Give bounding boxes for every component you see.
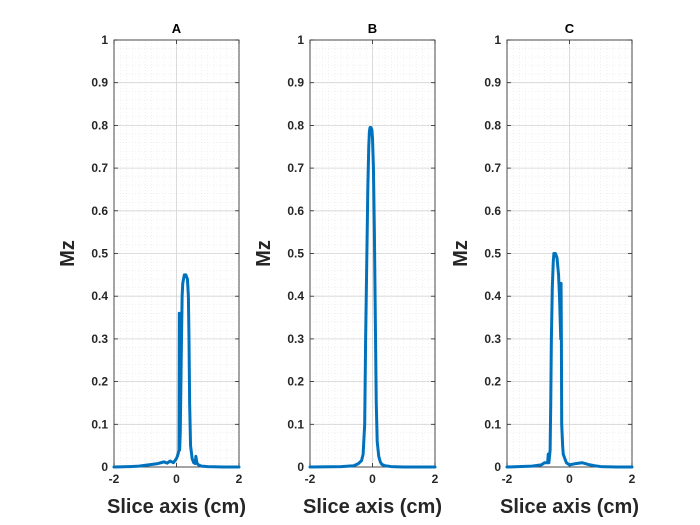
y-tick-label: 0.5 bbox=[484, 247, 501, 261]
y-tick-label: 0.4 bbox=[91, 289, 108, 303]
x-tick-label: 0 bbox=[369, 472, 376, 486]
y-tick-label: 0.1 bbox=[287, 417, 304, 431]
y-tick-label: 0.4 bbox=[287, 289, 304, 303]
chart-panel-a: -2 0 200.10.20.30.40.50.60.70.80.91ASlice … bbox=[57, 21, 246, 518]
x-tick-label: 0 bbox=[173, 472, 180, 486]
y-tick-label: 0.4 bbox=[484, 289, 501, 303]
chart-title: A bbox=[172, 21, 182, 36]
y-tick-label: 0.1 bbox=[484, 417, 501, 431]
y-tick-label: 0.2 bbox=[484, 375, 501, 389]
y-tick-label: 0 bbox=[494, 460, 501, 474]
x-tick-label: -2 bbox=[305, 472, 316, 486]
y-tick-label: 0.3 bbox=[287, 332, 304, 346]
y-tick-label: 0.6 bbox=[287, 204, 304, 218]
y-tick-label: 0.1 bbox=[91, 417, 108, 431]
y-axis-label: Mz bbox=[450, 240, 472, 267]
y-tick-label: 0.6 bbox=[91, 204, 108, 218]
y-tick-label: 0.9 bbox=[484, 76, 501, 90]
y-tick-label: 0.7 bbox=[287, 161, 304, 175]
y-tick-label: 0.3 bbox=[91, 332, 108, 346]
y-tick-label: 0 bbox=[297, 460, 304, 474]
series-line-mz bbox=[505, 252, 634, 469]
y-tick-label: 0.9 bbox=[287, 76, 304, 90]
x-tick-label: 2 bbox=[236, 472, 243, 486]
chart-panel-b: -2 0 200.10.20.30.40.50.60.70.80.91BSlice … bbox=[253, 21, 442, 518]
x-tick-label: 2 bbox=[432, 472, 439, 486]
x-tick-label: -2 bbox=[502, 472, 513, 486]
y-tick-label: 0.2 bbox=[91, 375, 108, 389]
y-tick-label: 0.8 bbox=[287, 118, 304, 132]
y-tick-label: 0.3 bbox=[484, 332, 501, 346]
y-tick-label: 1 bbox=[297, 33, 304, 47]
y-tick-label: 1 bbox=[101, 33, 108, 47]
chart-title: C bbox=[565, 21, 575, 36]
y-tick-label: 0.8 bbox=[91, 118, 108, 132]
chart-title: B bbox=[368, 21, 377, 36]
chart-panel-c: -2 0 200.10.20.30.40.50.60.70.80.91CSlice … bbox=[450, 21, 639, 518]
y-tick-label: 0.7 bbox=[91, 161, 108, 175]
series-line-mz bbox=[112, 273, 241, 469]
y-tick-label: 0.9 bbox=[91, 76, 108, 90]
y-tick-label: 0.7 bbox=[484, 161, 501, 175]
y-tick-label: 0 bbox=[101, 460, 108, 474]
y-axis-label: Mz bbox=[57, 240, 79, 267]
y-tick-label: 0.5 bbox=[91, 247, 108, 261]
y-tick-label: 0.5 bbox=[287, 247, 304, 261]
x-axis-label: Slice axis (cm) bbox=[107, 496, 246, 518]
x-axis-label: Slice axis (cm) bbox=[303, 496, 442, 518]
y-tick-label: 0.6 bbox=[484, 204, 501, 218]
x-axis-label: Slice axis (cm) bbox=[500, 496, 639, 518]
y-tick-label: 0.8 bbox=[484, 118, 501, 132]
x-tick-label: 2 bbox=[629, 472, 636, 486]
series-line-mz bbox=[308, 126, 437, 469]
x-tick-label: -2 bbox=[109, 472, 120, 486]
y-tick-label: 0.2 bbox=[287, 375, 304, 389]
x-tick-label: 0 bbox=[566, 472, 573, 486]
y-axis-label: Mz bbox=[253, 240, 275, 267]
y-tick-label: 1 bbox=[494, 33, 501, 47]
